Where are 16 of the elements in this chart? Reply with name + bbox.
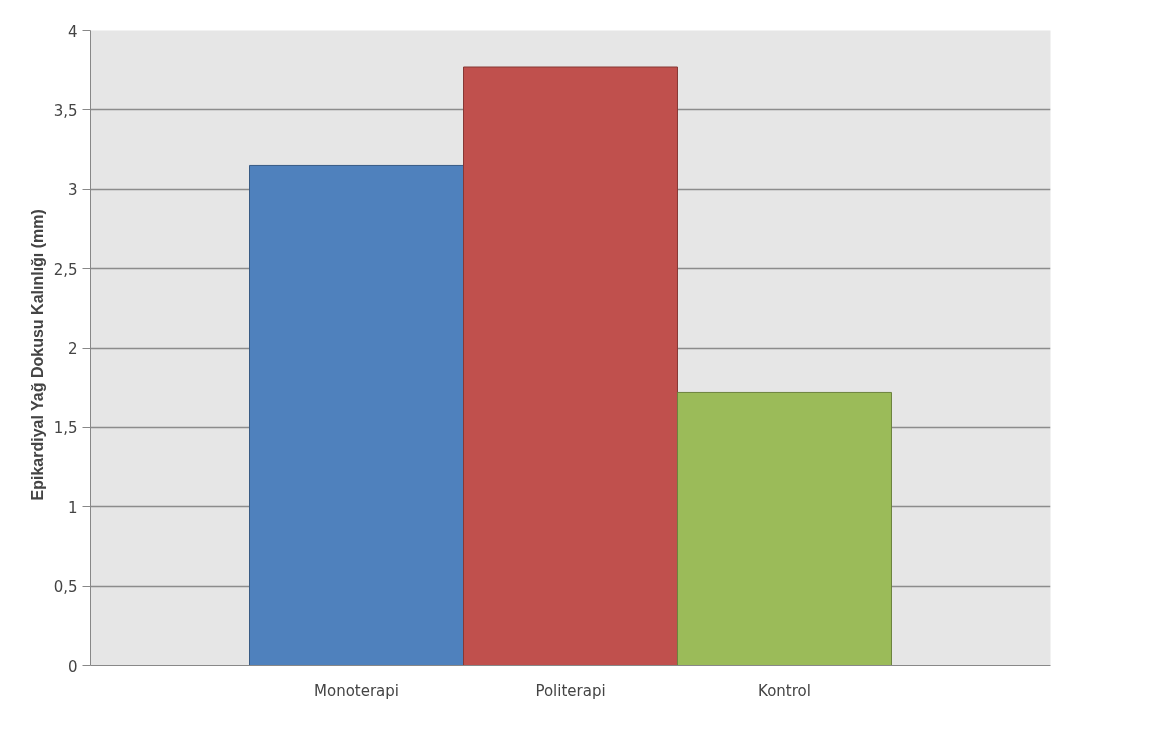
y-tick-label: 4 — [67, 22, 78, 41]
bar — [463, 66, 678, 666]
x-tick-label: Kontrol — [758, 681, 811, 700]
y-tick-label: 3 — [67, 181, 78, 200]
x-tick-label: Monoterapi — [314, 681, 399, 700]
y-tick-label: 0 — [67, 657, 78, 676]
bar — [249, 164, 464, 666]
bar — [677, 391, 892, 666]
y-tick-label: 3,5 — [53, 101, 78, 120]
x-tick-label: Politerapi — [535, 681, 606, 700]
y-tick-label: 0,5 — [53, 578, 78, 597]
y-tick-label: 1 — [67, 498, 78, 517]
y-tick-label: 1,5 — [53, 419, 78, 438]
y-tick-label: 2,5 — [53, 260, 78, 279]
y-tick-label: 2 — [67, 340, 78, 358]
y-axis-title: Epikardiyal Yağ Dokusu Kalınlığı (mm) — [28, 209, 46, 501]
